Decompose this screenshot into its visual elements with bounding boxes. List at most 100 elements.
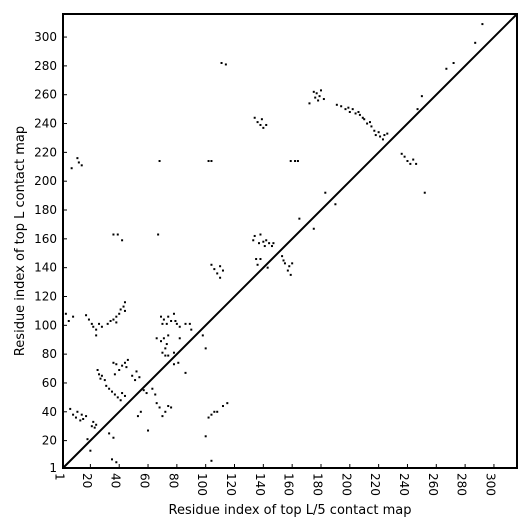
contact-point: [317, 99, 320, 102]
contact-point: [224, 63, 227, 66]
contact-point: [221, 269, 224, 272]
contact-point: [177, 361, 180, 364]
contact-point: [314, 96, 317, 99]
x-tick-label: 140: [253, 473, 267, 496]
contact-point: [112, 318, 115, 321]
contact-point: [115, 315, 118, 318]
contact-point: [207, 416, 210, 419]
contact-point: [100, 325, 103, 328]
contact-point: [115, 321, 118, 324]
contact-point: [157, 233, 160, 236]
contact-point: [255, 258, 258, 261]
contact-point: [108, 432, 111, 435]
contact-point: [265, 123, 268, 126]
contact-point: [282, 259, 285, 262]
contact-point: [115, 363, 118, 366]
contact-point: [178, 325, 181, 328]
x-tick-label: 200: [339, 473, 353, 496]
contact-point: [122, 305, 125, 308]
contact-point: [216, 272, 219, 275]
contact-point: [164, 347, 167, 350]
contact-point: [188, 322, 191, 325]
contact-point: [361, 116, 364, 119]
contact-point: [121, 239, 124, 242]
diagonal-line: [62, 13, 518, 469]
contact-point: [368, 121, 371, 124]
contact-point: [220, 62, 223, 65]
contact-point: [226, 402, 229, 405]
contact-point: [252, 239, 255, 242]
y-tick-label: 240: [34, 117, 57, 131]
contact-point: [70, 167, 73, 170]
contact-point: [412, 158, 415, 161]
contact-point: [93, 426, 96, 429]
contact-point: [291, 262, 294, 265]
contact-point: [289, 160, 292, 163]
x-tick-label: 160: [282, 473, 296, 496]
y-tick-label: 40: [42, 405, 57, 419]
contact-point: [123, 309, 126, 312]
contact-point: [210, 160, 213, 163]
contact-point: [134, 379, 137, 382]
contact-point: [383, 134, 386, 137]
contact-point: [184, 322, 187, 325]
contact-point: [95, 334, 98, 337]
y-tick-label: 120: [34, 289, 57, 303]
x-tick-label: 240: [397, 473, 411, 496]
contact-point: [219, 276, 222, 279]
contact-point: [370, 125, 373, 128]
x-axis: 1 20 40 60 80 100 120 140 160 180 200 220 240 260 280 3…: [53, 464, 497, 496]
contact-point: [348, 111, 351, 114]
contact-point: [103, 379, 106, 382]
contact-point: [344, 108, 347, 111]
contact-point: [111, 390, 114, 393]
y-tick-label: 1: [49, 461, 57, 475]
contact-point: [155, 337, 158, 340]
contact-point: [109, 319, 112, 322]
contact-point: [210, 263, 213, 266]
contact-point: [158, 406, 161, 409]
contact-point: [76, 410, 79, 413]
contact-point: [80, 413, 83, 416]
contact-point: [377, 131, 380, 134]
contact-point: [90, 425, 93, 428]
y-tick-label: 200: [34, 174, 57, 188]
contact-point: [213, 410, 216, 413]
contact-point: [85, 314, 88, 317]
contact-point: [111, 458, 114, 461]
data-points: [64, 23, 484, 464]
contact-point: [178, 337, 181, 340]
contact-point: [105, 384, 108, 387]
contact-point: [172, 351, 175, 354]
contact-point: [296, 160, 299, 163]
contact-point: [260, 118, 263, 121]
contact-point: [147, 429, 150, 432]
contact-point: [381, 138, 384, 141]
contact-point: [400, 152, 403, 155]
contact-point: [123, 301, 126, 304]
y-tick-label: 140: [34, 261, 57, 275]
contact-point: [253, 234, 256, 237]
contact-point: [138, 376, 141, 379]
contact-point: [108, 387, 111, 390]
contact-point: [272, 242, 275, 245]
contact-point: [319, 89, 322, 92]
contact-point: [162, 337, 165, 340]
contact-point: [283, 262, 286, 265]
contact-point: [210, 413, 213, 416]
contact-point: [423, 191, 426, 194]
contact-point: [286, 269, 289, 272]
contact-point: [87, 318, 90, 321]
contact-point: [95, 423, 98, 426]
contact-point: [74, 416, 77, 419]
contact-point: [121, 364, 124, 367]
contact-point: [92, 420, 95, 423]
contact-point: [170, 406, 173, 409]
contact-point: [145, 392, 148, 395]
contact-point: [172, 363, 175, 366]
contact-point: [474, 41, 477, 44]
y-tick-label: 60: [42, 376, 57, 390]
contact-point: [79, 419, 82, 422]
contact-point: [420, 95, 423, 98]
contact-point: [289, 273, 292, 276]
